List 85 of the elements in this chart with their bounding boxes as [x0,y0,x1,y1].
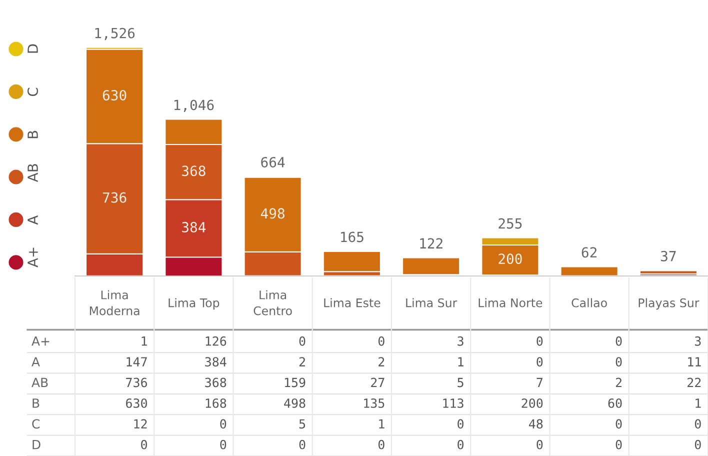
data-label: 0 [220,419,226,429]
text: A+ [32,336,50,346]
data-label: 630 [126,398,147,408]
x-tick-label: Lima Sur [406,298,458,308]
data-label: 0 [378,440,384,450]
data-label: 1 [379,419,384,428]
data-label: 0 [299,440,306,450]
total-label: 37 [661,250,676,262]
data-label: 2 [616,378,622,388]
text: C [32,419,40,429]
bar [402,257,460,276]
data-label: 0 [458,440,464,450]
data-label: 3 [458,336,464,346]
data-label: 0 [220,440,226,450]
text: 736 [102,192,126,203]
data-label: 0 [616,440,622,450]
data-label: 0 [458,419,464,429]
data-label: 200 [522,398,543,408]
total-label: 1,046 [174,100,214,112]
x-tick-label: Lima Top [168,298,220,310]
data-label: 0 [536,336,543,346]
data-label: 1 [142,336,147,346]
total-label: 62 [582,247,596,258]
x-tick-label: Lima Este [324,298,380,308]
data-label: 1 [458,357,464,366]
bar [322,250,381,272]
data-label: 12 [134,419,147,428]
data-label: 60 [608,398,622,408]
total-label: 1,526 [95,28,135,40]
data-label: 22 [688,378,701,388]
data-label: 48 [528,419,543,429]
total-label: 122 [420,238,442,248]
text: 630 [102,90,126,100]
data-label: 0 [616,419,622,429]
data-label: 126 [206,336,226,346]
data-label: 0 [536,440,543,450]
text: D [32,440,40,450]
legend-label: AB [28,164,38,182]
text: 498 [260,208,284,219]
legend-label: C [28,88,38,96]
data-label: 3 [694,336,701,346]
data-label: 168 [206,398,226,408]
data-label: 0 [616,357,622,367]
text: 368 [182,166,206,176]
data-label: 384 [205,357,226,367]
x-tick-label: Callao [572,298,607,308]
x-tick-label: Lima Norte [478,298,542,308]
data-label: 368 [205,378,226,388]
data-label: 0 [694,419,701,429]
legend-label: A [28,215,38,225]
data-label: 27 [371,378,384,388]
data-label: 0 [299,336,306,346]
x-tick-label: Lima Centro [254,290,292,316]
text: A [32,357,40,366]
data-label: 0 [694,440,701,450]
text: AB [32,378,48,388]
data-label: 498 [284,398,306,408]
data-label: 0 [616,336,622,346]
data-label: 5 [458,378,464,388]
data-label: 159 [284,378,306,388]
data-label: 736 [126,378,147,388]
legend-label: B [28,130,38,138]
bar [560,266,618,276]
data-label: 0 [536,357,543,367]
data-label: 11 [688,357,701,366]
legend-label: D [28,44,38,53]
data-label: 5 [299,419,306,429]
data-label: 0 [378,336,384,346]
text: 384 [182,222,206,232]
legend-label: A+ [28,248,38,268]
x-tick-label: Playas Sur [638,298,700,310]
data-label: 0 [141,440,147,450]
text: 200 [498,254,522,264]
data-label: 2 [378,357,384,366]
total-label: 255 [498,218,522,229]
data-label: 113 [443,398,464,408]
data-label: 7 [536,378,542,388]
total-label: 664 [261,156,285,168]
text: B [32,398,40,408]
x-tick-label: Lima Moderna [90,290,140,316]
data-label: 2 [299,357,305,366]
total-label: 165 [341,232,364,242]
data-label: 147 [126,357,147,366]
data-label: 135 [364,398,384,408]
data-label: 1 [696,398,701,408]
